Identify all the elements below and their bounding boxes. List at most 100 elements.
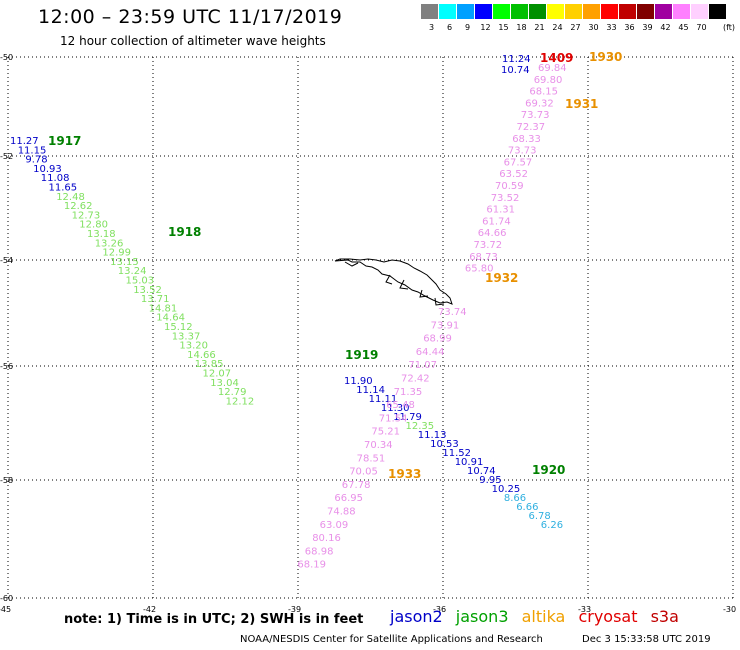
swh-value: 72.37 <box>517 122 546 133</box>
swh-value: 14.81 <box>149 303 178 314</box>
swh-value: 69.80 <box>534 75 563 86</box>
swh-value: 68.98 <box>305 546 334 557</box>
scale-label: 12 <box>480 23 491 32</box>
scale-label: 3 <box>428 23 435 32</box>
scale-swatch <box>439 4 456 19</box>
swh-value: 71.35 <box>394 387 423 398</box>
scale-swatch <box>547 4 564 19</box>
swh-value: 10.25 <box>492 484 521 495</box>
swh-value: 65.80 <box>465 264 494 275</box>
scale-label: 45 <box>678 23 689 32</box>
scale-swatch <box>529 4 546 19</box>
scale-swatch <box>457 4 474 19</box>
swh-value: 14.66 <box>187 350 216 361</box>
scale-swatch <box>421 4 438 19</box>
swh-value: 73.91 <box>431 320 460 331</box>
swh-value: 15.03 <box>126 276 155 287</box>
swh-value: 65.48 <box>386 400 415 411</box>
south-georgia-coastline <box>334 258 453 306</box>
swh-value: 11.11 <box>369 394 398 405</box>
note-text: note: 1) Time is in UTC; 2) SWH is in fe… <box>64 612 364 627</box>
legend-altika: altika <box>521 607 566 626</box>
swh-value: 67.57 <box>504 157 533 168</box>
swh-value: 71.54 <box>379 413 408 424</box>
swh-value: 10.53 <box>430 439 459 450</box>
swh-value: 13.18 <box>87 229 116 240</box>
swh-value: 6.66 <box>516 502 538 513</box>
swh-value: 73.73 <box>508 146 537 157</box>
coastline-inlet <box>344 261 445 306</box>
swh-value: 10.74 <box>467 466 496 477</box>
scale-label: 18 <box>516 23 527 32</box>
scale-label: 30 <box>588 23 599 32</box>
scale-swatch <box>583 4 600 19</box>
satellite-legend: jason2 jason3 altika cryosat s3a <box>390 607 687 626</box>
swh-value: 73.52 <box>491 193 520 204</box>
swh-value: 11.30 <box>381 403 410 414</box>
swh-value: 13.71 <box>141 294 170 305</box>
time-label: 1933 <box>388 467 421 481</box>
swh-value: 64.44 <box>416 347 445 358</box>
swh-value: 13.15 <box>110 257 139 268</box>
pass-time-labels: 1917 1918 1919 1920 1409 1930 1931 1932 1933 <box>48 50 622 481</box>
swh-value: 63.09 <box>320 520 349 531</box>
swh-value: 12.73 <box>72 210 101 221</box>
swh-value: 67.78 <box>342 480 371 491</box>
time-label: 1917 <box>48 134 81 148</box>
legend-jason3: jason3 <box>455 607 509 626</box>
swh-value: 11.15 <box>18 145 47 156</box>
swh-value: 61.74 <box>482 216 511 227</box>
scale-unit: (ft) <box>722 23 736 32</box>
map-subtitle: 12 hour collection of altimeter wave hei… <box>60 34 326 48</box>
swh-value: 6.26 <box>541 520 563 531</box>
swh-value: 71.07 <box>408 360 437 371</box>
swh-value: 70.34 <box>364 440 393 451</box>
swh-value-labels: 11.2711.159.7810.9311.0811.6512.4812.621… <box>10 54 567 571</box>
swh-value: 6.78 <box>529 511 551 522</box>
scale-label: 21 <box>534 23 545 32</box>
lon-tick-label: -45 <box>0 605 11 614</box>
scale-label: 9 <box>464 23 471 32</box>
swh-value: 11.79 <box>393 412 422 423</box>
lon-tick-label: -36 <box>433 605 446 614</box>
swh-value: 70.05 <box>349 467 378 478</box>
swh-value: 13.52 <box>133 285 162 296</box>
swh-value: 11.90 <box>344 376 373 387</box>
swh-value: 68.19 <box>297 560 326 571</box>
scale-label: 42 <box>660 23 671 32</box>
swh-value: 72.42 <box>401 374 430 385</box>
swh-value: 11.24 <box>502 54 531 65</box>
swh-value: 10.74 <box>501 65 530 76</box>
swh-value: 68.33 <box>512 134 541 145</box>
time-label: 1932 <box>485 271 518 285</box>
swh-value: 13.37 <box>172 331 201 342</box>
swh-value: 69.32 <box>525 98 554 109</box>
swh-value: 69.84 <box>538 63 567 74</box>
swh-value: 68.15 <box>529 87 558 98</box>
lat-tick-label: -56 <box>0 362 13 371</box>
swh-value: 66.95 <box>334 493 363 504</box>
swh-value: 73.74 <box>438 307 467 318</box>
scale-label: 70 <box>696 23 707 32</box>
swh-value: 13.85 <box>195 359 224 370</box>
swh-value: 12.80 <box>79 220 108 231</box>
scale-label: 6 <box>446 23 453 32</box>
axis-tick-labels: -45 -42 -39 -36 -33 -30 -50 -52 -54 -56 -58 -60 <box>0 53 736 614</box>
time-label: 1919 <box>345 348 378 362</box>
scale-label: 33 <box>606 23 617 32</box>
swh-value: 74.88 <box>327 507 356 518</box>
scale-label: 27 <box>570 23 581 32</box>
footer-agency: NOAA/NESDIS Center for Satellite Applica… <box>240 634 543 645</box>
lat-tick-label: -54 <box>0 256 13 265</box>
swh-value: 9.78 <box>25 155 47 166</box>
swh-value: 80.16 <box>312 533 341 544</box>
lon-tick-label: -42 <box>143 605 156 614</box>
lon-tick-label: -30 <box>723 605 736 614</box>
swh-value: 8.66 <box>504 493 526 504</box>
lon-tick-label: -39 <box>288 605 301 614</box>
time-label: 1931 <box>565 97 598 111</box>
scale-swatch <box>619 4 636 19</box>
scale-swatch <box>673 4 690 19</box>
scale-label: 15 <box>498 23 509 32</box>
time-label: 1930 <box>589 50 622 64</box>
